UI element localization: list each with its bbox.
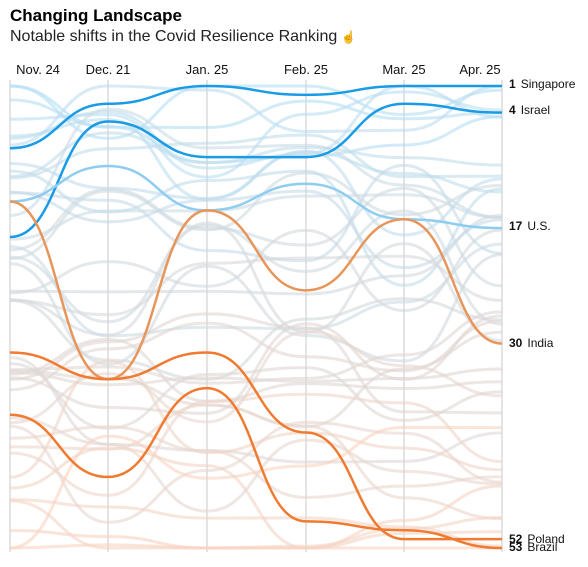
background-series-line (9, 498, 503, 548)
end-label: 52 Poland (509, 532, 565, 546)
background-series-line (9, 149, 503, 237)
background-series-line (9, 484, 503, 550)
background-series-line (9, 392, 503, 497)
x-tick-label: Dec. 21 (86, 62, 131, 77)
background-series-line (9, 90, 503, 179)
x-axis-ticks: Nov. 24 Dec. 21 Jan. 25 Feb. 25 Mar. 25 Apr. … (16, 62, 501, 77)
chart-subtitle: Notable shifts in the Covid Resilience R… (10, 28, 356, 46)
end-label-rank: 4 (509, 103, 516, 117)
background-series-line (9, 84, 503, 147)
end-label: 4 Israel (509, 103, 550, 117)
background-series-line (9, 416, 503, 513)
end-label-rank: 1 (509, 77, 516, 91)
end-label-name: U.S. (527, 219, 550, 233)
series-line-poland (9, 351, 502, 541)
series-line-brazil (9, 386, 503, 550)
background-series-line (9, 209, 503, 326)
end-label-rank: 30 (509, 336, 523, 350)
pointing-hand-icon: ☝ (341, 30, 357, 44)
background-series-line (9, 367, 503, 387)
background-series-line (9, 98, 503, 164)
background-series-line (9, 84, 503, 140)
x-tick-label: Apr. 25 (459, 62, 500, 77)
end-label: 53 Brazil (509, 540, 557, 554)
end-label-rank: 52 (509, 532, 523, 546)
background-series-line (9, 107, 503, 219)
background-series-line (9, 425, 503, 550)
chart-title: Changing Landscape (10, 6, 182, 25)
end-label-name: Poland (527, 532, 564, 546)
background-series-line (9, 228, 503, 312)
end-label-name: India (527, 336, 553, 350)
end-label: 17 U.S. (509, 219, 551, 233)
x-tick-label: Jan. 25 (186, 62, 229, 77)
background-series-line (9, 189, 503, 270)
end-label-rank: 17 (509, 219, 523, 233)
background-series-line (9, 242, 503, 338)
series-line-israel (9, 102, 503, 239)
background-series-line (9, 362, 503, 430)
end-label-rank: 53 (509, 540, 523, 554)
highlighted-series (9, 84, 503, 550)
end-label: 30 India (509, 336, 554, 350)
end-label-name: Israel (521, 103, 550, 117)
x-tick-label: Nov. 24 (16, 62, 60, 77)
background-series-line (9, 446, 503, 550)
series-line-singapore (9, 84, 502, 150)
background-series-line (9, 330, 503, 425)
background-series-line (9, 312, 503, 415)
background-series-line (9, 221, 503, 343)
background-series (9, 84, 503, 550)
series-line-india (9, 200, 503, 381)
background-series-line (9, 169, 503, 287)
background-series-line (9, 420, 503, 524)
end-label-name: Brazil (527, 540, 557, 554)
background-series-line (9, 133, 503, 180)
end-label-name: Singapore (521, 77, 576, 91)
background-series-line (9, 314, 503, 415)
background-series-line (9, 213, 503, 296)
background-series-line (9, 254, 503, 317)
chart-subtitle-text: Notable shifts in the Covid Resilience R… (10, 28, 338, 45)
background-series-line (9, 186, 503, 288)
x-tick-label: Mar. 25 (382, 62, 425, 77)
x-tick-label: Feb. 25 (284, 62, 328, 77)
end-label: 1 Singapore (509, 77, 576, 91)
